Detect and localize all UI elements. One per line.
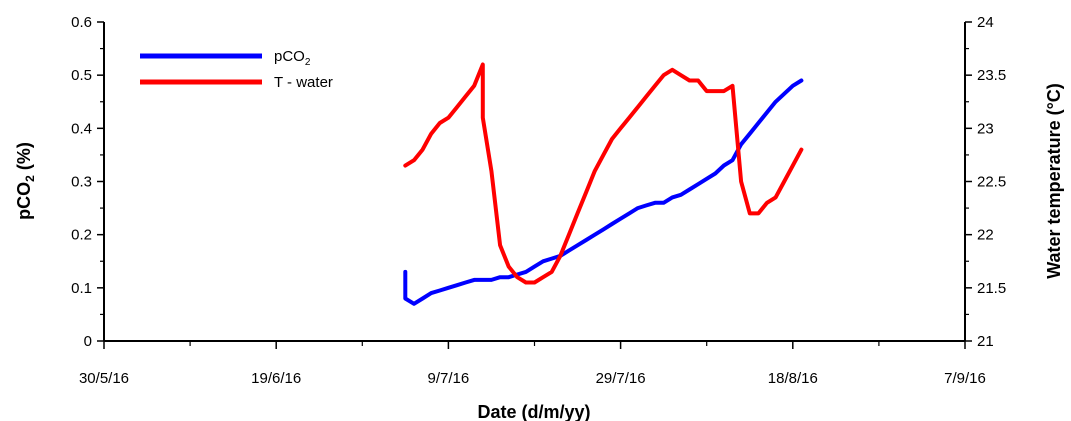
y-left-tick-label: 0.2 [71,227,92,244]
y-axis-right-ticks: 21 21.5 22 22.5 23 23.5 24 [965,14,1006,350]
legend: pCO2 T - water [140,48,333,91]
x-tick-label: 18/8/16 [768,370,818,387]
y-left-tick-label: 0.5 [71,67,92,84]
y-left-tick-label: 0.1 [71,280,92,297]
plot-frame [103,22,966,342]
x-axis-title: Date (d/m/yy) [477,402,590,421]
y-right-tick-label: 21.5 [977,280,1006,297]
x-tick-label: 7/9/16 [944,370,986,387]
y-axis-left-ticks: 0 0.1 0.2 0.3 0.4 0.5 0.6 [71,14,104,350]
x-axis-ticks: 30/5/16 19/6/16 9/7/16 29/7/16 18/8/16 7/9/16 [79,341,986,387]
y-right-tick-label: 23 [977,120,994,137]
y-right-tick-label: 22.5 [977,174,1006,191]
series-line-pco2 [403,78,804,306]
y-left-tick-label: 0.3 [71,174,92,191]
y-left-tick-label: 0.4 [71,120,92,137]
y-right-tick-label: 23.5 [977,67,1006,84]
x-tick-label: 29/7/16 [596,370,646,387]
legend-label-pco2: pCO2 [274,48,311,68]
y-right-tick-label: 24 [977,14,994,31]
y-right-tick-label: 22 [977,227,994,244]
y-right-tick-label: 21 [977,333,994,350]
series-layer [403,62,804,306]
legend-label-t-water: T - water [274,74,333,91]
series-line-t-water [403,62,804,285]
x-tick-label: 19/6/16 [251,370,301,387]
y-left-tick-label: 0.6 [71,14,92,31]
y-axis-left-title: pCO2 (%) [14,142,37,220]
y-axis-right-title: Water temperature (°C) [1044,83,1064,279]
x-tick-label: 30/5/16 [79,370,129,387]
x-tick-label: 9/7/16 [428,370,470,387]
y-left-tick-label: 0 [84,333,92,350]
